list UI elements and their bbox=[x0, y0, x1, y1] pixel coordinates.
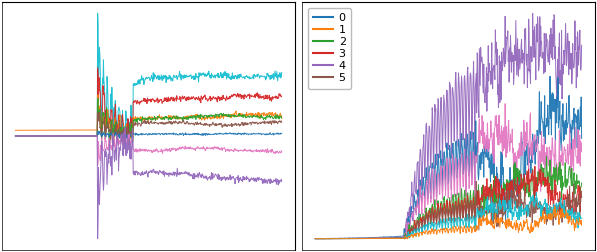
Legend: 0, 1, 2, 3, 4, 5: 0, 1, 2, 3, 4, 5 bbox=[307, 8, 351, 89]
